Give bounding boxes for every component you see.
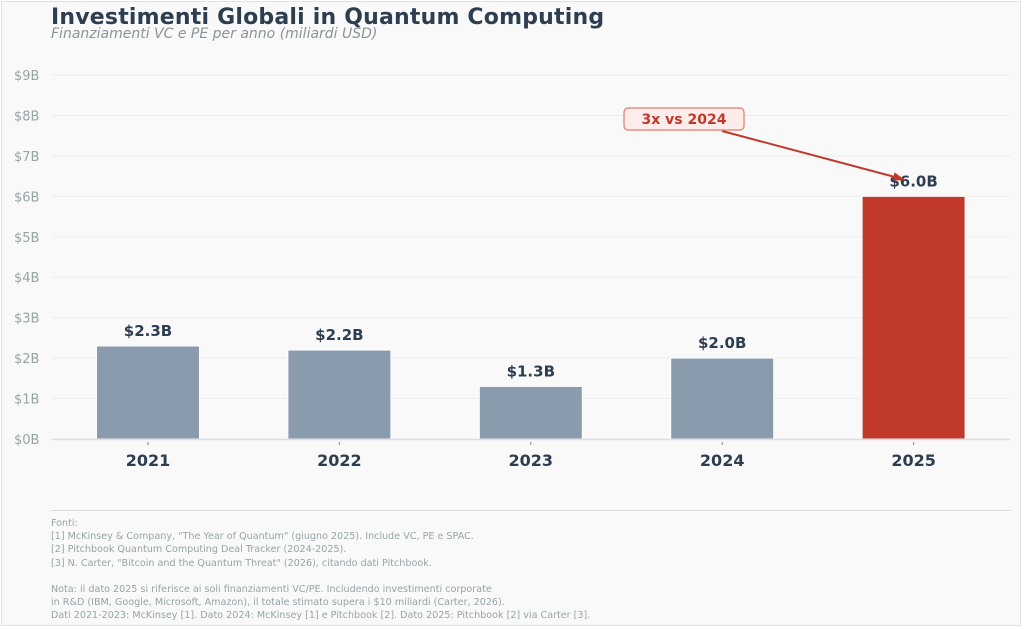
source-1: [1] McKinsey & Company, "The Year of Qua…	[51, 531, 474, 543]
bar-2021	[96, 345, 200, 440]
footnotes: Fonti: [1] McKinsey & Company, "The Year…	[51, 517, 590, 622]
note-line-2: in R&D (IBM, Google, Microsoft, Amazon),…	[51, 597, 505, 609]
y-tick-label: $9B	[14, 69, 39, 84]
note-line-3: Dati 2021-2023: McKinsey [1]. Dato 2024:…	[51, 610, 591, 622]
x-tick-label: 2024	[700, 451, 745, 470]
note-line-1: Nota: il dato 2025 si riferisce ai soli …	[51, 583, 492, 595]
x-tick-label: 2022	[317, 451, 362, 470]
data-label: $2.0B	[698, 334, 746, 352]
y-tick-label: $6B	[14, 190, 39, 205]
bar-2025	[861, 195, 966, 440]
y-tick-label: $2B	[14, 352, 39, 367]
footer-divider	[51, 510, 1011, 511]
data-label: $1.3B	[507, 362, 555, 380]
x-tick-label: 2025	[891, 451, 936, 470]
bars	[96, 195, 966, 440]
data-label: $6.0B	[889, 172, 937, 190]
sources-heading: Fonti:	[51, 518, 78, 529]
annotation-box	[623, 107, 745, 131]
y-tick-label: $8B	[14, 109, 39, 124]
x-tick-label: 2021	[126, 451, 171, 470]
y-tick-label: $3B	[14, 312, 39, 327]
bar-2023	[478, 385, 583, 440]
x-tick-label: 2023	[509, 451, 554, 470]
annotation-arrowhead	[892, 172, 906, 181]
data-labels: $2.3B $2.2B $1.3B $2.0B $6.0B	[124, 172, 938, 380]
data-label: $2.3B	[124, 322, 172, 340]
y-tick-label: $1B	[14, 393, 39, 408]
annotation-label: 3x vs 2024	[642, 112, 727, 128]
y-tick-label: $0B	[14, 433, 39, 448]
y-tick-label: $5B	[14, 231, 39, 246]
y-tick-label: $7B	[14, 150, 39, 165]
bar-2022	[287, 349, 392, 440]
source-3: [3] N. Carter, "Bitcoin and the Quantum …	[51, 557, 432, 569]
x-axis: 2021 2022 2023 2024 2025	[52, 438, 1010, 470]
annotation: 3x vs 2024	[623, 107, 906, 181]
bar-2024	[670, 357, 775, 440]
y-tick-label: $4B	[14, 271, 39, 286]
chart-title: Investimenti Globali in Quantum Computin…	[51, 5, 605, 30]
y-axis: $0B $1B $2B $3B $4B $5B $6B $7B $8B $9B	[14, 69, 39, 448]
source-2: [2] Pitchbook Quantum Computing Deal Tra…	[51, 544, 347, 556]
gridlines	[52, 74, 1010, 400]
data-label: $2.2B	[315, 326, 363, 344]
annotation-arrow	[721, 130, 904, 181]
chart-subtitle: Finanziamenti VC e PE per anno (miliardi…	[51, 26, 378, 42]
